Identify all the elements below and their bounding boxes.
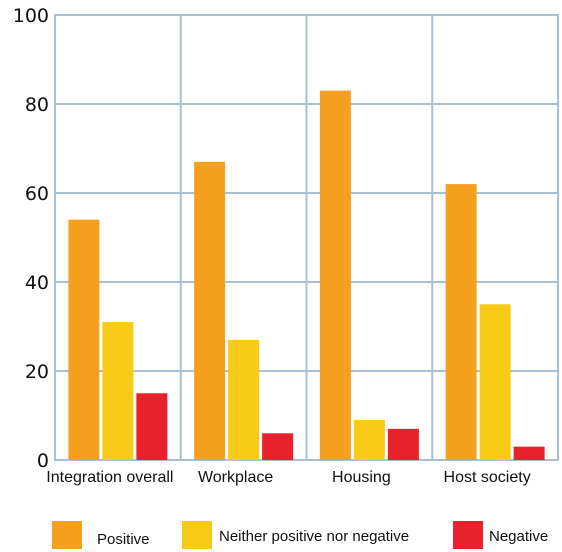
legend-swatch-neither-positive-nor-negative [182, 521, 212, 549]
y-tick-label: 80 [25, 94, 49, 116]
bar-integration-overall-positive [68, 219, 100, 460]
bar-housing-positive [319, 90, 351, 461]
x-axis-labels: Integration overall Workplace Housing Host … [46, 469, 530, 486]
bar-integration-overall-neither-positive-nor-negative [102, 322, 134, 460]
legend: Positive Neither positive nor negative Neg… [52, 521, 548, 549]
bar-housing-negative [387, 428, 419, 460]
x-category-label: Host society [444, 469, 531, 486]
y-axis-ticks: 0 20 40 60 80 100 [13, 5, 49, 472]
y-tick-label: 0 [37, 450, 49, 472]
bar-workplace-positive [194, 161, 226, 460]
y-tick-label: 60 [25, 183, 49, 205]
bar-integration-overall-negative [136, 393, 168, 460]
bar-housing-neither-positive-nor-negative [353, 419, 385, 460]
legend-swatch-positive [52, 521, 82, 549]
y-tick-label: 20 [25, 361, 49, 383]
bars [68, 90, 545, 461]
bar-host-society-neither-positive-nor-negative [479, 304, 511, 460]
x-category-label: Integration overall [46, 469, 173, 486]
y-tick-label: 100 [13, 5, 49, 27]
x-category-label: Workplace [198, 469, 273, 486]
bar-host-society-positive [445, 184, 477, 460]
bar-host-society-negative [513, 446, 545, 460]
legend-swatch-negative [453, 521, 483, 549]
y-tick-label: 40 [25, 272, 49, 294]
bar-workplace-negative [262, 433, 294, 460]
legend-label-neither-positive-nor-negative: Neither positive nor negative [219, 528, 409, 545]
legend-label-negative: Negative [489, 528, 548, 545]
bar-workplace-neither-positive-nor-negative [228, 339, 260, 460]
x-category-label: Housing [332, 469, 391, 486]
legend-label-positive: Positive [97, 531, 150, 548]
